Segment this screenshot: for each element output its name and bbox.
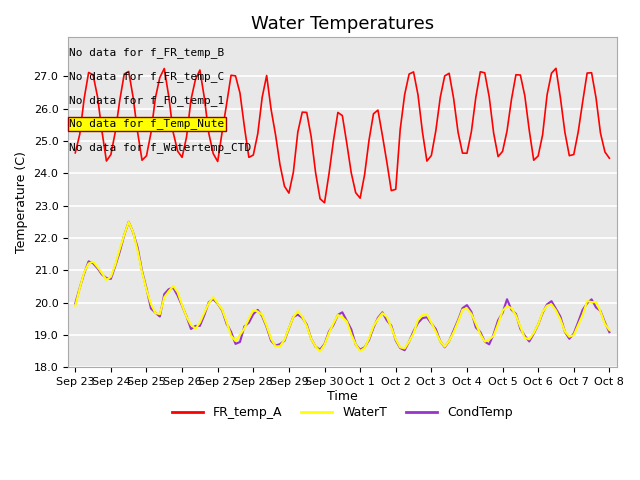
Text: No data for f_FR_temp_C: No data for f_FR_temp_C [69, 71, 225, 82]
Text: No data for f_Watertemp_CTD: No data for f_Watertemp_CTD [69, 142, 252, 153]
Text: No data for f_Temp_Nute: No data for f_Temp_Nute [69, 119, 225, 130]
Y-axis label: Temperature (C): Temperature (C) [15, 152, 28, 253]
Title: Water Temperatures: Water Temperatures [251, 15, 434, 33]
Text: No data for f_FR_temp_B: No data for f_FR_temp_B [69, 47, 225, 58]
Legend: FR_temp_A, WaterT, CondTemp: FR_temp_A, WaterT, CondTemp [166, 401, 518, 424]
Text: No data for f_FO_temp_1: No data for f_FO_temp_1 [69, 95, 225, 106]
X-axis label: Time: Time [327, 390, 358, 403]
